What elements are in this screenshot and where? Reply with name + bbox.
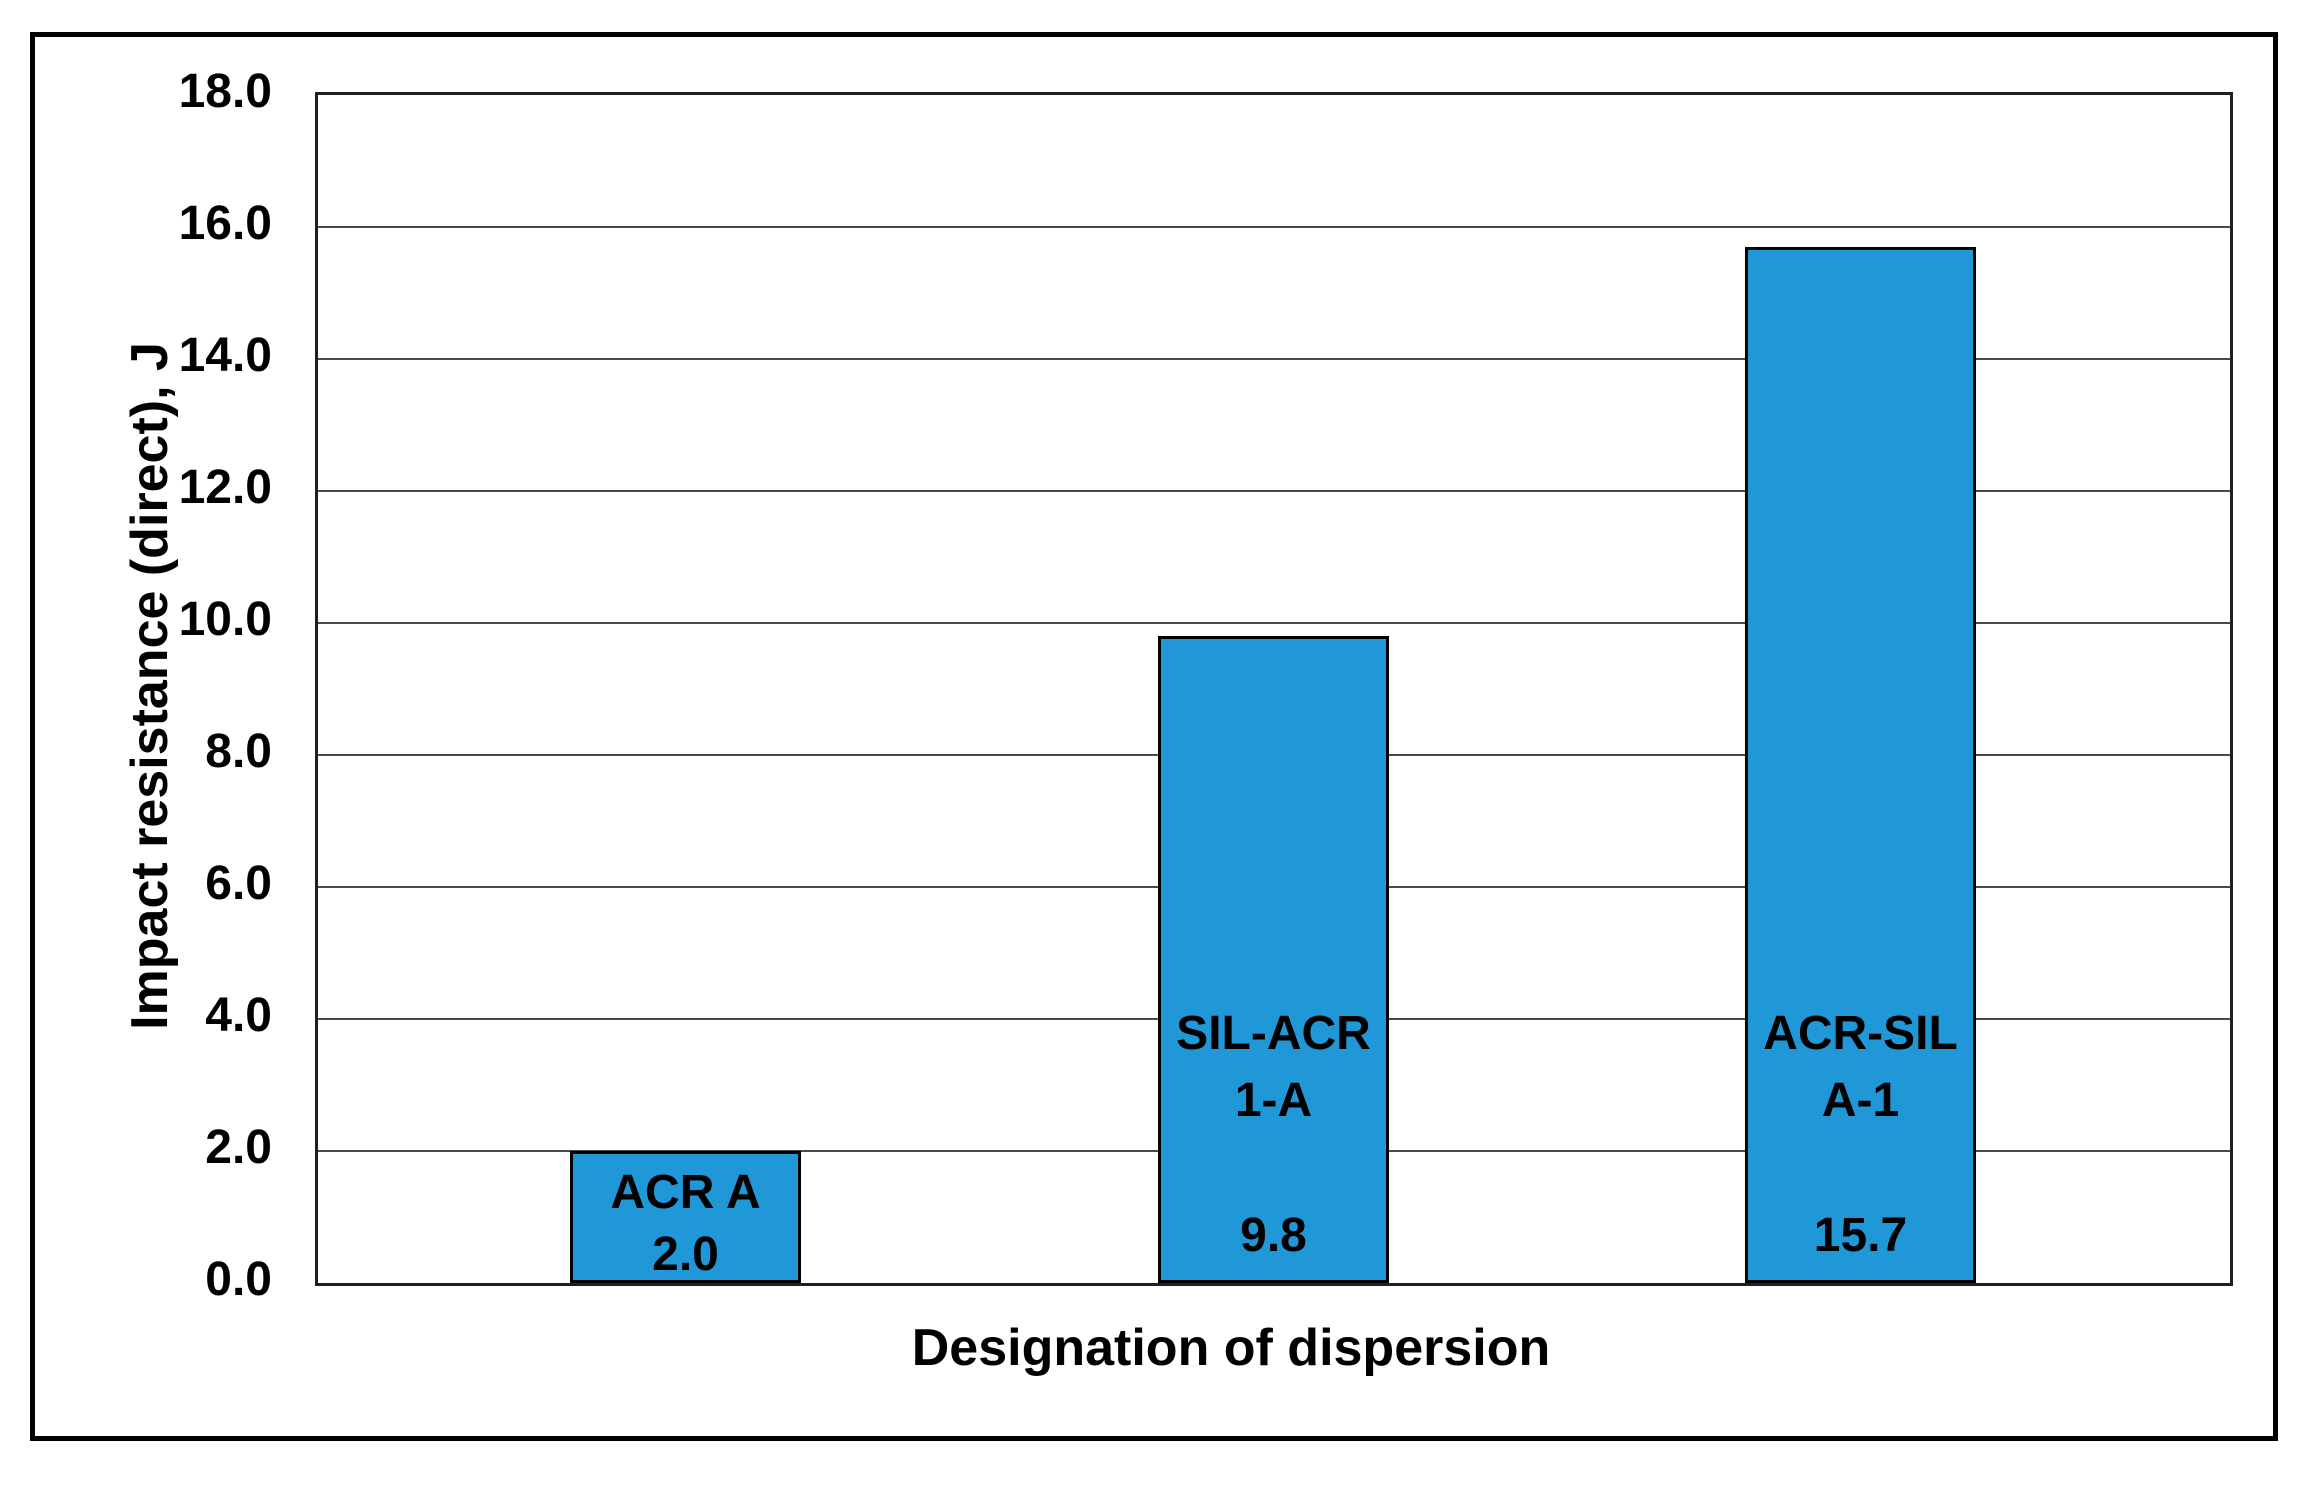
x-axis-title: Designation of dispersion (911, 1319, 1551, 1377)
bar-value-label: 15.7 (1813, 1209, 1908, 1262)
gridline-16.0 (318, 226, 2230, 228)
gridline-12.0 (318, 490, 2230, 492)
y-tick-label-8.0: 8.0 (205, 725, 272, 778)
y-tick-label-12.0: 12.0 (178, 461, 272, 514)
y-tick-label-10.0: 10.0 (178, 593, 272, 646)
y-tick-label-16.0: 16.0 (178, 197, 272, 250)
y-tick-label-18.0: 18.0 (178, 65, 272, 118)
gridline-10.0 (318, 622, 2230, 624)
bar-value-label: 2.0 (652, 1228, 719, 1281)
bar-category-label: ACR A (610, 1166, 761, 1219)
plot-area: ACR A 2.0 SIL-ACR 1-A 9.8 ACR-SIL A-1 15.7 (315, 92, 2233, 1286)
bar-ACR-SIL A-1: ACR-SIL A-1 15.7 (1745, 247, 1976, 1283)
bar-value-label: 9.8 (1240, 1209, 1307, 1262)
y-tick-label-0.0: 0.0 (205, 1253, 272, 1306)
y-axis-title: Impact resistance (direct), J (121, 342, 179, 1030)
bar-category-label: SIL-ACR 1-A (1176, 1007, 1371, 1127)
gridline-14.0 (318, 358, 2230, 360)
bar-category-label: ACR-SIL A-1 (1763, 1007, 1958, 1127)
y-tick-label-4.0: 4.0 (205, 989, 272, 1042)
y-tick-label-2.0: 2.0 (205, 1121, 272, 1174)
y-tick-label-6.0: 6.0 (205, 857, 272, 910)
y-tick-label-14.0: 14.0 (178, 329, 272, 382)
bar-SIL-ACR 1-A: SIL-ACR 1-A 9.8 (1158, 636, 1389, 1283)
bar-ACR A: ACR A 2.0 (570, 1151, 801, 1283)
